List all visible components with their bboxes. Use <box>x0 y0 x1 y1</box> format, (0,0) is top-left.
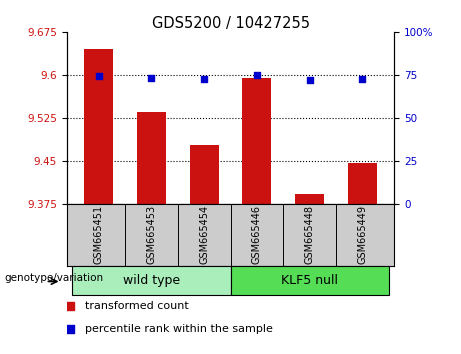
Point <box>95 73 102 79</box>
Point <box>66 327 74 332</box>
Point <box>253 72 260 78</box>
Text: GSM665454: GSM665454 <box>199 205 209 264</box>
Text: GSM665453: GSM665453 <box>146 205 156 264</box>
Point <box>201 76 208 82</box>
Text: GSM665451: GSM665451 <box>94 205 104 264</box>
Text: percentile rank within the sample: percentile rank within the sample <box>85 324 273 335</box>
Bar <box>242 78 272 204</box>
Point <box>306 77 313 83</box>
Text: GDS5200 / 10427255: GDS5200 / 10427255 <box>152 16 309 31</box>
Point <box>66 304 74 309</box>
Point <box>148 75 155 81</box>
Bar <box>72 266 230 295</box>
Text: GSM665449: GSM665449 <box>357 205 367 264</box>
Bar <box>348 164 377 204</box>
Text: genotype/variation: genotype/variation <box>5 273 104 283</box>
Bar <box>230 266 389 295</box>
Text: wild type: wild type <box>123 274 180 286</box>
Text: KLF5 null: KLF5 null <box>281 274 338 286</box>
Bar <box>84 49 113 204</box>
Bar <box>137 112 166 204</box>
Bar <box>189 144 219 204</box>
Text: GSM665446: GSM665446 <box>252 205 262 264</box>
Text: transformed count: transformed count <box>85 301 189 312</box>
Text: GSM665448: GSM665448 <box>305 205 315 264</box>
Bar <box>295 194 324 204</box>
Point <box>359 76 366 82</box>
